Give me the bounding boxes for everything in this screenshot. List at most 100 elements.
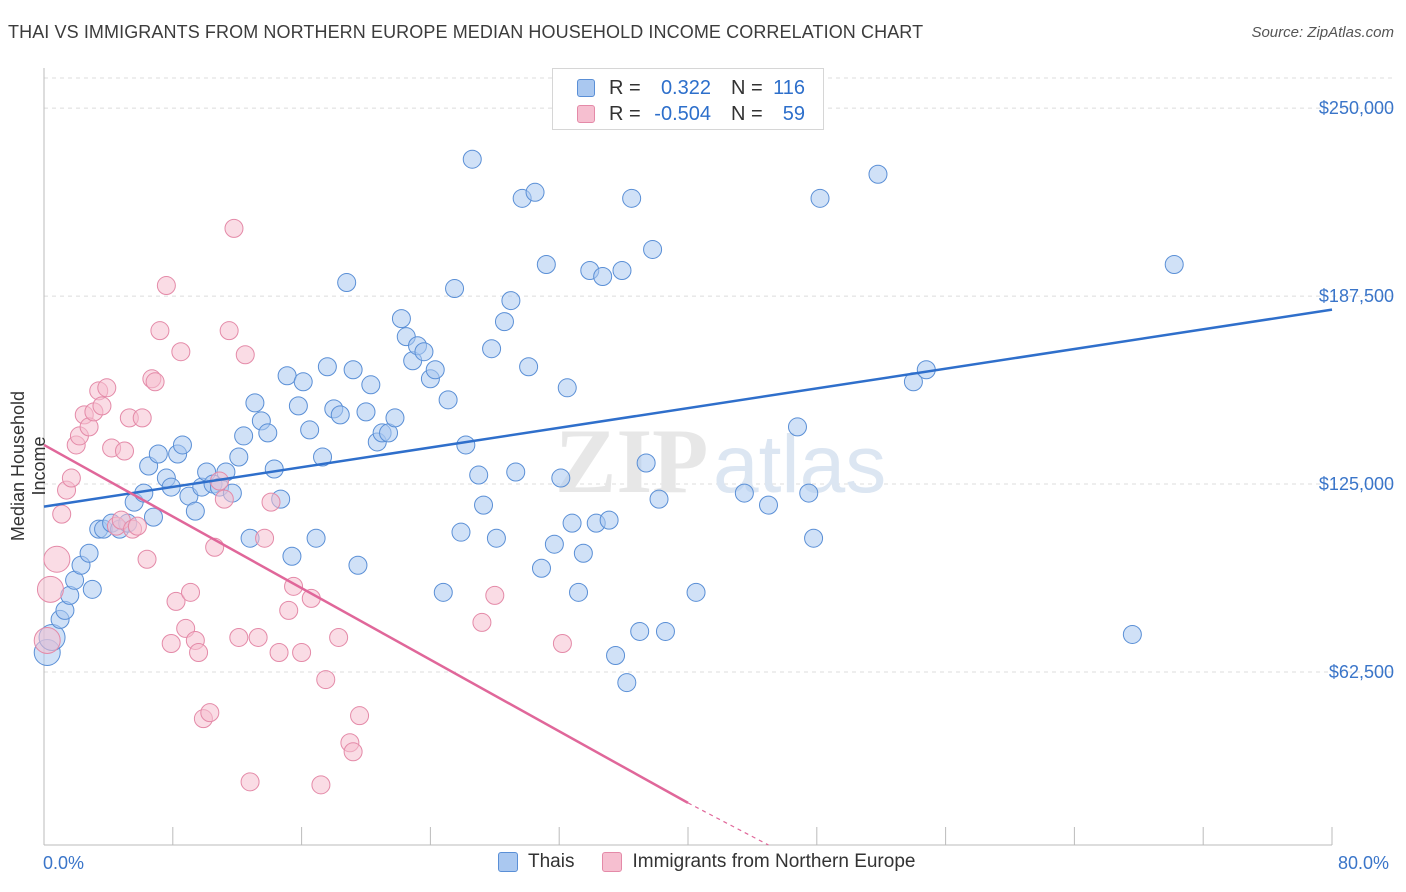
immigrants-point <box>52 504 72 524</box>
thais-point <box>361 375 381 395</box>
thais-point <box>456 435 476 455</box>
legend-label-thais: Thais <box>528 851 575 872</box>
immigrants-point <box>292 642 312 662</box>
thais-point <box>300 420 320 440</box>
thais-point <box>573 543 593 563</box>
immigrants-point <box>240 772 260 792</box>
thais-point <box>433 582 453 602</box>
immigrants-point <box>472 612 492 632</box>
immigrants-point <box>36 575 64 603</box>
immigrants-point <box>552 633 572 653</box>
y-tick-labels: $62,500 $125,000 $187,500 $250,000 <box>1319 98 1394 682</box>
thais-point <box>486 528 506 548</box>
thais-point <box>868 164 888 184</box>
immigrants-point <box>115 441 134 461</box>
n-label: N = <box>731 102 763 125</box>
thais-point <box>501 291 521 311</box>
thais-point <box>544 534 564 554</box>
y-tick-label: $62,500 <box>1329 662 1394 682</box>
legend-label-immigrants: Immigrants from Northern Europe <box>632 851 916 872</box>
r-value: 0.322 <box>660 76 711 99</box>
y-tick-label: $250,000 <box>1319 98 1394 118</box>
thais-point <box>414 342 434 362</box>
thais-point <box>649 489 669 509</box>
thais-point <box>234 426 254 446</box>
y-tick-label: $187,500 <box>1319 286 1394 306</box>
thais-point <box>593 267 613 287</box>
thais-point <box>330 405 350 425</box>
immigrants-point <box>137 549 157 569</box>
points-layer <box>33 149 1184 795</box>
immigrants-trend-extension <box>687 802 769 846</box>
thais-point <box>810 188 830 208</box>
thais-point <box>617 673 637 693</box>
thais-point <box>734 483 754 503</box>
thais-point <box>172 435 192 455</box>
thais-point <box>277 366 297 386</box>
thais-point <box>82 579 102 599</box>
immigrants-point <box>255 528 275 548</box>
thais-point <box>612 261 632 281</box>
thais-point <box>143 507 163 527</box>
thais-point <box>569 582 589 602</box>
immigrants-point <box>150 321 170 341</box>
thais-point <box>356 402 376 422</box>
legend-item-thais[interactable]: Thais <box>498 851 574 873</box>
immigrants-point <box>329 627 349 647</box>
thais-point <box>630 621 650 641</box>
thais-point <box>385 408 405 428</box>
immigrants-point <box>269 642 289 662</box>
immigrants-point <box>248 627 268 647</box>
correlation-legend: R = 0.322 N = 116 R = -0.504 N = 59 <box>552 68 824 130</box>
thais-point <box>622 188 642 208</box>
grid-layer <box>44 77 1394 673</box>
immigrants-point <box>279 600 299 620</box>
n-value: 116 <box>773 76 805 99</box>
thais-point <box>148 444 168 464</box>
thais-point <box>686 582 706 602</box>
immigrants-point <box>166 591 186 611</box>
thais-point <box>462 149 482 169</box>
immigrants-point <box>156 276 176 296</box>
immigrants-point <box>485 585 505 605</box>
thais-point <box>599 510 619 530</box>
thais-point <box>288 396 308 416</box>
thais-point <box>1122 624 1142 644</box>
immigrants-point <box>235 345 255 365</box>
thais-point <box>551 468 571 488</box>
r-label: R = <box>609 102 641 125</box>
thais-point <box>557 378 577 398</box>
thais-point <box>348 555 368 575</box>
thais-point <box>391 309 411 329</box>
y-tick-label: $125,000 <box>1319 474 1394 494</box>
series-legend: Thais Immigrants from Northern Europe <box>498 851 943 873</box>
thais-point <box>1164 254 1184 274</box>
thais-point <box>525 182 545 202</box>
immigrants-point <box>311 775 331 795</box>
thais-point <box>655 621 675 641</box>
thais-point <box>337 273 357 293</box>
legend-item-immigrants[interactable]: Immigrants from Northern Europe <box>602 851 915 873</box>
thais-point <box>306 528 326 548</box>
thais-point <box>343 360 363 380</box>
thais-point <box>562 513 582 533</box>
thais-point <box>293 372 313 392</box>
immigrants-point <box>132 408 152 428</box>
thais-point <box>258 423 278 443</box>
thais-point <box>804 528 824 548</box>
legend-row-immigrants: R = -0.504 N = 59 <box>577 101 805 127</box>
thais-swatch-icon <box>577 79 595 97</box>
thais-point <box>606 646 626 666</box>
immigrants-point <box>200 703 220 723</box>
thais-point <box>185 501 205 521</box>
thais-point <box>799 483 819 503</box>
immigrants-swatch-icon <box>602 852 623 872</box>
y-axis-title: Median Household Income <box>8 390 49 542</box>
immigrants-point <box>171 342 191 362</box>
immigrants-point <box>316 670 336 690</box>
thais-swatch-icon <box>498 852 518 872</box>
thais-point <box>506 462 526 482</box>
immigrants-point <box>127 516 147 536</box>
immigrants-point <box>161 633 181 653</box>
immigrants-point <box>214 489 234 509</box>
